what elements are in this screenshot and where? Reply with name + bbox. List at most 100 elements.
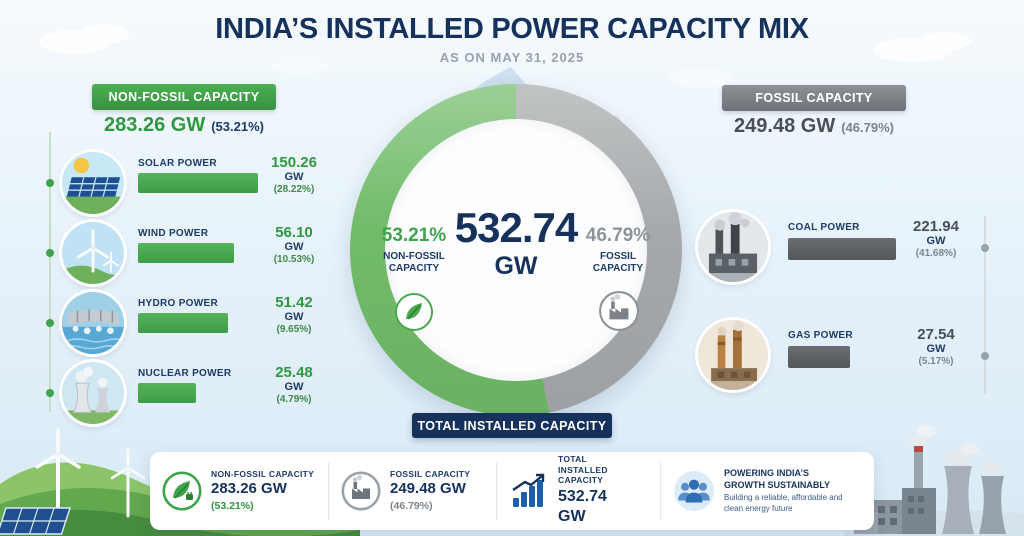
row-wind-power: WIND POWER 56.10 GW (10.53%) xyxy=(62,222,362,292)
leaf-icon xyxy=(395,293,433,331)
non-fossil-total: 283.26 GW (53.21%) xyxy=(92,114,276,137)
non-fossil-total-value: 283.26 GW xyxy=(104,114,206,136)
percent: (5.17%) xyxy=(918,355,954,367)
row-label: SOLAR POWER xyxy=(138,158,217,169)
summary-card-non-fossil: NON-FOSSIL CAPACITY 283.26 GW (53.21%) xyxy=(150,462,328,520)
non-fossil-badge: NON-FOSSIL CAPACITY xyxy=(92,84,276,110)
percent: (4.79%) xyxy=(276,393,312,405)
card-value: 283.26 GW xyxy=(211,480,287,498)
row-coal-power: COAL POWER 221.94 GW (41.68%) xyxy=(698,212,998,282)
hydro-power-icon xyxy=(62,292,124,354)
card-title: FOSSIL CAPACITY xyxy=(390,468,471,479)
percent: (41.68%) xyxy=(915,247,957,259)
fossil-percent: 46.79% xyxy=(585,225,651,246)
solar-bar xyxy=(138,173,258,193)
gas-bar xyxy=(788,346,850,368)
connector-dot xyxy=(46,389,54,397)
row-solar-power: SOLAR POWER 150.26 GW (28.22%) xyxy=(62,152,362,222)
donut-non-fossil-label: 53.21% NON-FOSSIL CAPACITY xyxy=(374,224,454,276)
value: 221.94 xyxy=(913,218,959,235)
page-subtitle: AS ON MAY 31, 2025 xyxy=(439,50,585,65)
card-value: 532.74 GW xyxy=(558,487,607,525)
value: 51.42 xyxy=(275,294,313,311)
row-value: 150.26 GW (28.22%) xyxy=(260,154,328,195)
percent: (9.65%) xyxy=(276,323,312,335)
row-nuclear-power: NUCLEAR POWER 25.48 GW (4.79%) xyxy=(62,362,362,432)
fossil-label: FOSSIL CAPACITY xyxy=(592,250,644,275)
row-value: 27.54 GW (5.17%) xyxy=(900,326,972,367)
unit: GW xyxy=(926,343,946,356)
value: 25.48 xyxy=(275,364,313,381)
wind-power-icon xyxy=(62,222,124,284)
summary-card-total: TOTAL INSTALLED CAPACITY 532.74 GW xyxy=(496,454,660,525)
donut-center-value: 532.74 GW xyxy=(426,207,606,281)
connector-dot xyxy=(46,319,54,327)
value: 150.26 xyxy=(271,154,317,171)
left-connector-line xyxy=(49,132,51,412)
fossil-badge: FOSSIL CAPACITY xyxy=(722,85,906,111)
row-gas-power: GAS POWER 27.54 GW (5.17%) xyxy=(698,320,998,390)
percent: (10.53%) xyxy=(273,253,315,265)
fossil-total-value: 249.48 GW xyxy=(734,115,836,137)
factory-icon xyxy=(341,471,381,511)
total-capacity-value: 532.74 xyxy=(454,204,578,251)
card-percent: (46.79%) xyxy=(390,500,433,513)
summary-card-growth: POWERING INDIA’S GROWTH SUSTAINABLY Buil… xyxy=(660,462,874,520)
value: 27.54 xyxy=(917,326,955,343)
connector-dot xyxy=(981,244,989,252)
unit: GW xyxy=(284,171,304,184)
connector-dot xyxy=(981,352,989,360)
card-title: NON-FOSSIL CAPACITY xyxy=(211,468,315,479)
card-value: 249.48 GW xyxy=(390,480,466,498)
total-installed-badge: TOTAL INSTALLED CAPACITY xyxy=(412,413,612,438)
row-label: NUCLEAR POWER xyxy=(138,368,232,379)
page-title: INDIA’S INSTALLED POWER CAPACITY MIX xyxy=(215,13,809,45)
unit: GW xyxy=(926,235,946,248)
unit: GW xyxy=(284,381,304,394)
value: 56.10 xyxy=(275,224,313,241)
coal-power-icon xyxy=(698,212,768,282)
donut-inner xyxy=(385,119,647,381)
bar-chart-icon xyxy=(512,473,545,507)
fossil-total-percent: (46.79%) xyxy=(841,120,894,135)
connector-dot xyxy=(46,249,54,257)
row-label: GAS POWER xyxy=(788,330,853,341)
total-capacity-unit: GW xyxy=(494,252,538,280)
percent: (28.22%) xyxy=(273,183,315,195)
row-value: 51.42 GW (9.65%) xyxy=(260,294,328,335)
power-plant-illustration xyxy=(844,425,1024,536)
solar-panel-illustration xyxy=(0,507,71,535)
row-value: 25.48 GW (4.79%) xyxy=(260,364,328,405)
nuclear-bar xyxy=(138,383,196,403)
summary-bar: NON-FOSSIL CAPACITY 283.26 GW (53.21%) F… xyxy=(150,452,874,530)
right-connector-line xyxy=(984,216,986,394)
card-title: POWERING INDIA’S GROWTH SUSTAINABLY xyxy=(724,467,831,490)
non-fossil-total-percent: (53.21%) xyxy=(211,119,264,134)
leaf-plug-icon xyxy=(162,471,202,511)
solar-power-icon xyxy=(62,152,124,214)
non-fossil-percent: 53.21% xyxy=(381,225,447,246)
unit: GW xyxy=(284,311,304,324)
card-percent: (53.21%) xyxy=(211,500,254,513)
card-description: Building a reliable, affordable and clea… xyxy=(724,493,843,513)
unit: GW xyxy=(284,241,304,254)
row-label: HYDRO POWER xyxy=(138,298,218,309)
card-title: TOTAL INSTALLED CAPACITY xyxy=(558,454,608,486)
nuclear-power-icon xyxy=(62,362,124,424)
fossil-total: 249.48 GW (46.79%) xyxy=(722,115,906,138)
row-value: 221.94 GW (41.68%) xyxy=(900,218,972,259)
donut-chart xyxy=(350,84,682,416)
connector-dot xyxy=(46,179,54,187)
wind-bar xyxy=(138,243,234,263)
row-hydro-power: HYDRO POWER 51.42 GW (9.65%) xyxy=(62,292,362,362)
donut-fossil-label: 46.79% FOSSIL CAPACITY xyxy=(578,224,658,276)
coal-bar xyxy=(788,238,896,260)
row-label: WIND POWER xyxy=(138,228,209,239)
hydro-bar xyxy=(138,313,228,333)
non-fossil-label: NON-FOSSIL CAPACITY xyxy=(383,250,445,275)
row-value: 56.10 GW (10.53%) xyxy=(260,224,328,265)
summary-card-fossil: FOSSIL CAPACITY 249.48 GW (46.79%) xyxy=(328,462,496,520)
gas-power-icon xyxy=(698,320,768,390)
